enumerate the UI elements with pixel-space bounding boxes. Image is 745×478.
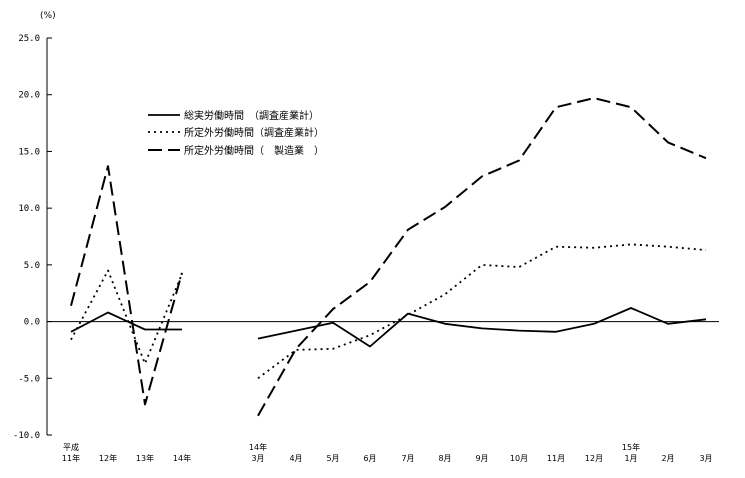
x-tick-label: 7月 [401,454,414,463]
series-line-2 [257,243,707,380]
series-line-1 [257,307,707,348]
x-tick-label: 12月 [585,454,603,463]
y-tick-label: 0.0 [24,318,40,328]
x-tick-label: 3月 [699,454,712,463]
x-tick-label: 10月 [510,454,528,463]
x-tick-label: 6月 [363,454,376,463]
y-tick-label: -5.0 [18,374,40,384]
y-ticks: 25.0 20.0 15.0 10.0 5.0 0.0 -5.0 -10.0 [13,34,52,441]
series-line-3 [257,97,707,417]
x-tick-label: 9月 [475,454,488,463]
y-tick-label: 10.0 [18,204,40,214]
legend: 総実労働時間 （調査産業計） 所定外労働時間（調査産業計） 所定外労働時間（ 製造業… [148,109,324,157]
x-tick-label: 8月 [438,454,451,463]
x-tick-label: 1月 [624,454,637,463]
y-tick-label: 20.0 [18,91,40,101]
y-tick-label: 25.0 [18,34,40,44]
y-unit-label: (%) [40,11,56,21]
x-tick-label: 12年 [99,453,117,463]
y-tick-label: 15.0 [18,147,40,157]
series-line-3 [70,165,183,406]
y-tick-label: -10.0 [13,431,40,441]
x-tick-label: 2月 [661,454,674,463]
y-tick-label: 5.0 [24,261,40,271]
series-lines [70,97,707,417]
x-tick-label-top: 平成 [63,442,79,452]
x-tick-label: 4月 [289,454,302,463]
x-tick-label: 11月 [547,454,565,463]
x-tick-label: 13年 [136,453,154,463]
x-tick-label: 3月 [251,454,264,463]
legend-label-2: 所定外労働時間（調査産業計） [184,126,324,139]
x-tick-label-top: 15年 [622,442,640,452]
x-tick-label-top: 14年 [249,442,267,452]
x-tick-label: 5月 [326,454,339,463]
x-tick-label: 14年 [173,453,191,463]
x-tick-label: 11年 [62,453,80,463]
legend-label-1: 総実労働時間 （調査産業計） [184,109,319,122]
legend-label-3: 所定外労働時間（ 製造業 ） [184,144,324,157]
series-line-1 [70,311,182,333]
